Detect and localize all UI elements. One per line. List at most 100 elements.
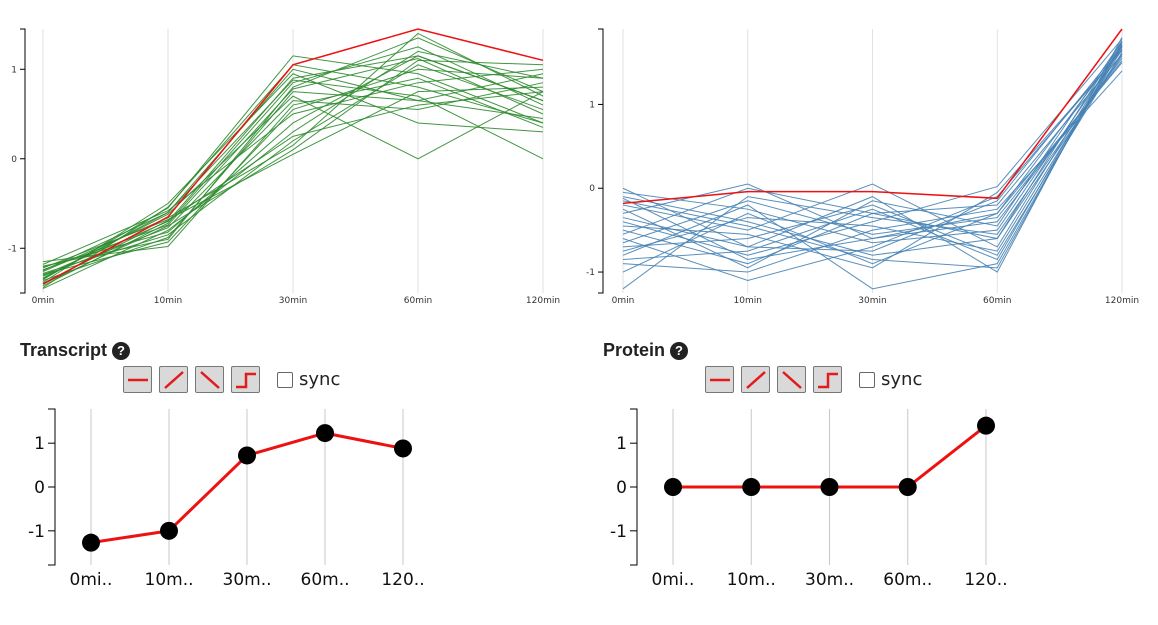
x-tick-label: 0min — [612, 296, 635, 306]
y-tick-label: -1 — [586, 268, 595, 278]
x-tick-label: 60min — [404, 296, 432, 306]
step-line-icon — [235, 372, 256, 388]
y-tick-label: 1 — [34, 434, 45, 454]
transcript-flat-button[interactable] — [123, 366, 152, 393]
draggable-point[interactable] — [160, 521, 178, 540]
series-line — [622, 53, 1123, 290]
protein-rising-button[interactable] — [741, 366, 770, 393]
y-tick-label: 0 — [34, 478, 45, 498]
x-tick-label: 10min — [154, 296, 182, 306]
series-line — [42, 73, 544, 283]
y-tick-label: 1 — [616, 434, 627, 454]
series-line — [622, 50, 1123, 269]
series-line — [622, 55, 1123, 240]
draggable-point[interactable] — [238, 446, 256, 465]
x-tick-label: 30m.. — [223, 570, 272, 590]
series-line — [42, 79, 544, 280]
y-tick-label: 1 — [11, 65, 17, 75]
x-tick-label: 60m.. — [301, 570, 350, 590]
draggable-point[interactable] — [977, 416, 995, 435]
highlight-line — [622, 28, 1123, 205]
protein-panel-title: Protein ? — [603, 340, 689, 361]
y-tick-label: 1 — [589, 100, 595, 110]
x-tick-label: 10m.. — [145, 570, 194, 590]
protein-step-button[interactable] — [813, 366, 842, 393]
draggable-point[interactable] — [898, 478, 917, 496]
x-tick-label: 0mi.. — [70, 570, 113, 590]
x-tick-label: 120min — [526, 296, 560, 306]
x-tick-label: 30m.. — [805, 570, 854, 590]
series-line — [622, 46, 1123, 260]
y-tick-label: -1 — [610, 522, 627, 542]
x-tick-label: 120.. — [381, 570, 424, 590]
x-tick-label: 120.. — [964, 570, 1007, 590]
series-line — [622, 42, 1123, 269]
y-tick-label: 0 — [11, 155, 17, 165]
step-line-icon — [817, 372, 838, 388]
flat-line-icon — [127, 378, 148, 381]
series-line — [622, 48, 1123, 252]
draggable-point[interactable] — [664, 478, 682, 496]
x-tick-label: 30min — [279, 296, 307, 306]
series-line — [622, 45, 1123, 252]
series-line — [42, 91, 544, 281]
transcript-sync-label: sync — [299, 369, 341, 390]
series-line — [42, 37, 544, 267]
series-line — [622, 38, 1123, 256]
series-line — [622, 70, 1123, 273]
transcript-falling-button[interactable] — [195, 366, 224, 393]
series-line — [622, 43, 1123, 261]
transcript-shape-toolbar: sync — [123, 366, 340, 393]
series-line — [622, 43, 1123, 248]
series-line — [42, 91, 544, 284]
series-line — [622, 49, 1123, 281]
draggable-point[interactable] — [82, 533, 100, 552]
series-line — [42, 64, 544, 274]
y-tick-label: 0 — [616, 478, 627, 498]
series-line — [42, 32, 544, 272]
x-tick-label: 10m.. — [727, 570, 776, 590]
y-axis — [598, 28, 604, 294]
protein-flat-button[interactable] — [705, 366, 734, 393]
series-line — [622, 41, 1123, 256]
transcript-step-button[interactable] — [231, 366, 260, 393]
rising-line-icon — [745, 370, 766, 389]
draggable-point[interactable] — [394, 439, 412, 458]
protein-falling-button[interactable] — [777, 366, 806, 393]
y-tick-label: -1 — [8, 244, 17, 254]
flat-line-icon — [709, 378, 730, 381]
x-tick-label: 60min — [983, 296, 1011, 306]
series-line — [42, 68, 544, 272]
protein-title-text: Protein — [603, 340, 666, 360]
x-tick-label: 10min — [734, 296, 762, 306]
series-line — [622, 40, 1123, 269]
y-tick-label: 0 — [589, 184, 595, 194]
question-circle-icon[interactable]: ? — [670, 341, 689, 360]
transcript-title-text: Transcript — [20, 340, 108, 360]
series-line — [42, 68, 544, 265]
x-tick-label: 0min — [32, 296, 55, 306]
draggable-point[interactable] — [742, 478, 761, 496]
falling-line-icon — [781, 370, 802, 389]
highlight-line — [42, 28, 544, 285]
series-line — [42, 68, 544, 275]
x-tick-label: 0mi.. — [652, 570, 695, 590]
protein-shape-toolbar: sync — [705, 366, 922, 393]
draggable-point[interactable] — [820, 478, 839, 496]
series-line — [42, 59, 544, 285]
falling-line-icon — [199, 370, 220, 389]
rising-line-icon — [163, 370, 184, 389]
protein-sync-label: sync — [881, 369, 923, 390]
y-axis — [20, 28, 26, 294]
x-tick-label: 30min — [858, 296, 886, 306]
transcript-sync-checkbox[interactable] — [277, 371, 293, 388]
protein-sync-checkbox[interactable] — [859, 371, 875, 388]
question-circle-icon[interactable]: ? — [112, 341, 131, 360]
draggable-point[interactable] — [316, 424, 334, 443]
transcript-rising-button[interactable] — [159, 366, 188, 393]
x-tick-label: 60m.. — [883, 570, 932, 590]
series-line — [42, 50, 544, 289]
series-line — [42, 55, 544, 268]
